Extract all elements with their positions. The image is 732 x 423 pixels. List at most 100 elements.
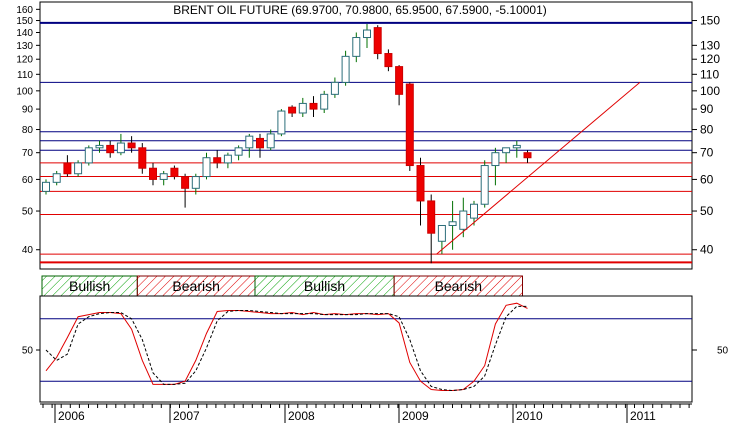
candle-body	[309, 102, 318, 110]
right-axis-label: 40	[700, 243, 714, 257]
right-axis-label: 80	[700, 123, 714, 137]
candle-body	[116, 142, 125, 154]
oscillator-right-label: 50	[717, 346, 729, 357]
right-axis-label: 130	[700, 38, 720, 52]
right-axis-label: 100	[700, 84, 720, 98]
candle-body	[330, 81, 339, 95]
candle-body	[84, 147, 93, 164]
candle-body	[170, 167, 179, 178]
left-axis-label: 110	[17, 70, 33, 81]
regime-label: Bearish	[172, 278, 219, 294]
candle-body	[277, 110, 286, 135]
candle-body	[191, 176, 200, 189]
chart-title: BRENT OIL FUTURE (69.9700, 70.9800, 65.9…	[173, 3, 547, 17]
left-axis-label: 50	[22, 207, 34, 218]
year-label: 2006	[58, 409, 85, 423]
candle-body	[266, 133, 275, 149]
candle-body	[470, 203, 478, 219]
candle-body	[512, 144, 521, 149]
year-label: 2009	[402, 409, 429, 423]
candle-body	[427, 200, 436, 234]
regime-label: Bullish	[304, 278, 345, 294]
candle-body	[523, 152, 532, 159]
left-axis-label: 150	[16, 16, 33, 27]
oscillator-main-line	[45, 302, 528, 392]
candle-body	[202, 157, 211, 178]
candle-body	[363, 29, 371, 39]
right-axis-label: 50	[700, 204, 714, 218]
candle-body	[42, 181, 50, 192]
regime-label: Bearish	[435, 278, 482, 294]
year-label: 2008	[288, 409, 315, 423]
year-label: 2007	[173, 409, 200, 423]
candle-body	[213, 157, 222, 164]
candle-body	[416, 165, 425, 202]
regime-band: Bullish Bearish Bullish Bearish	[41, 275, 523, 297]
candle-body	[181, 176, 190, 189]
oscillator-panel: 50 50	[22, 295, 729, 403]
candle-body	[234, 147, 243, 156]
candle-body	[74, 162, 83, 175]
candle-body	[437, 224, 446, 242]
candle-body	[384, 53, 393, 68]
left-axis-label: 120	[16, 55, 33, 66]
candle-body	[138, 147, 147, 169]
right-axis-label: 110	[700, 67, 719, 81]
right-axis-label: 120	[700, 52, 720, 66]
candle-body	[480, 165, 489, 205]
left-axis-label: 100	[16, 86, 33, 97]
candles	[42, 24, 532, 264]
left-axis-label: 70	[22, 148, 34, 159]
oscillator-levels	[40, 318, 692, 382]
candle-body	[395, 66, 404, 95]
regime-label: Bullish	[69, 278, 110, 294]
price-panel-frame	[39, 1, 693, 270]
right-axis-label: 90	[700, 102, 714, 116]
left-axis-label: 80	[22, 125, 34, 136]
candle-body	[245, 135, 254, 149]
oscillator-panel-frame	[39, 295, 693, 403]
candle-body	[95, 144, 104, 149]
candle-body	[491, 152, 500, 167]
candle-body	[341, 55, 350, 83]
candle-body	[352, 37, 361, 57]
left-axis-label: 140	[16, 28, 33, 39]
left-axis-label: 160	[16, 5, 33, 16]
candle-body	[320, 93, 329, 110]
candle-body	[159, 173, 168, 180]
candle-body	[405, 83, 414, 167]
left-axis-label: 130	[16, 41, 33, 52]
candle-body	[298, 102, 307, 114]
oscillator-left-label: 50	[22, 346, 34, 357]
trendline	[436, 81, 641, 255]
candle-body	[127, 142, 136, 149]
candle-body	[288, 106, 297, 114]
left-axis-label: 60	[22, 175, 34, 186]
candle-body	[63, 162, 72, 175]
left-axis-label: 90	[22, 105, 34, 116]
candle-body	[223, 154, 232, 164]
candle-body	[106, 144, 115, 154]
left-axis-label: 40	[22, 245, 34, 256]
horizontal-levels	[40, 21, 692, 264]
oscillator-lines	[45, 302, 528, 392]
oscillator-signal-line	[45, 305, 528, 392]
candle-body	[373, 27, 382, 55]
trendline-group	[436, 81, 641, 255]
oscillator-axis: 50 50	[22, 346, 729, 357]
year-label: 2011	[630, 409, 656, 423]
right-axis-label: 150	[700, 14, 720, 28]
candle-body	[459, 210, 468, 230]
right-axis-label: 60	[700, 172, 714, 186]
candle-body	[149, 167, 157, 180]
time-axis: 2006 2007 2008 2009 2010 2011	[40, 403, 692, 423]
year-label: 2010	[516, 409, 543, 423]
candle-body	[52, 173, 61, 183]
candle-body	[256, 137, 264, 149]
candle-body	[502, 147, 511, 154]
